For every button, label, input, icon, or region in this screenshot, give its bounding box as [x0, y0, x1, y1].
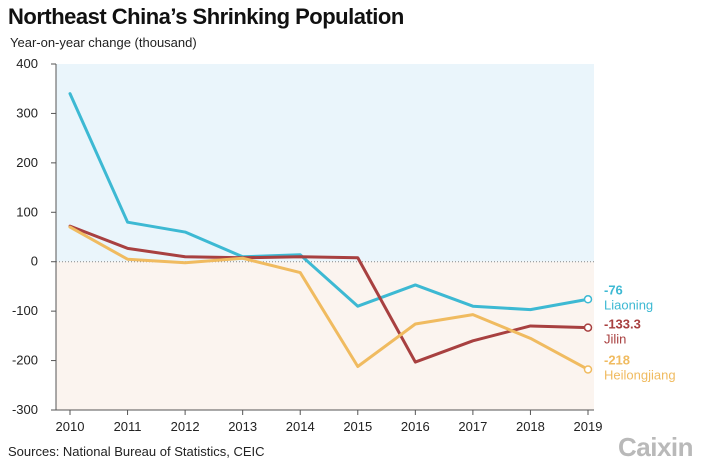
series-end-marker-jilin	[583, 323, 593, 332]
y-tick-label: 300	[16, 105, 38, 120]
x-tick-label: 2019	[574, 419, 603, 434]
x-tick-label: 2012	[171, 419, 200, 434]
caixin-logo: Caixin	[618, 432, 694, 462]
series-name-jilin: Jilin	[604, 331, 626, 346]
source-note: Sources: National Bureau of Statistics, …	[8, 444, 265, 459]
x-tick-label: 2011	[114, 419, 142, 434]
chart-subtitle: Year-on-year change (thousand)	[10, 35, 197, 50]
x-tick-label: 2016	[401, 419, 430, 434]
y-tick-label: -300	[12, 402, 38, 417]
x-tick-label: 2010	[56, 419, 85, 434]
x-tick-label: 2014	[286, 419, 315, 434]
series-line-jilin	[68, 224, 590, 364]
negative-band	[56, 261, 594, 410]
end-value-liaoning: -76	[604, 282, 623, 297]
y-tick-label: -200	[12, 353, 38, 368]
chart-title: Northeast China’s Shrinking Population	[8, 4, 404, 29]
y-tick-label: -100	[12, 303, 38, 318]
y-tick-label: 400	[16, 56, 38, 71]
plot-background	[56, 64, 594, 410]
y-tick-label: 200	[16, 155, 38, 170]
y-tick-label: 100	[16, 204, 38, 219]
series-line-liaoning	[68, 92, 590, 312]
y-tick-label: 0	[31, 254, 38, 269]
series-end-marker-liaoning	[583, 295, 593, 304]
series-lines	[68, 92, 593, 374]
x-tick-label: 2017	[458, 419, 487, 434]
series-name-liaoning: Liaoning	[604, 297, 653, 312]
series-name-heilongjiang: Heilongjiang	[604, 367, 676, 382]
positive-band	[56, 64, 594, 262]
x-tick-label: 2015	[343, 419, 372, 434]
x-tick-label: 2018	[516, 419, 545, 434]
series-end-marker-heilongjiang	[583, 365, 593, 374]
end-value-jilin: -133.3	[604, 316, 641, 331]
end-value-heilongjiang: -218	[604, 352, 630, 367]
series-line-heilongjiang	[68, 225, 590, 371]
axes: 400 300 200 100 0 -100 -200 -300 2010 2011 2012 201…	[12, 56, 602, 434]
x-tick-label: 2013	[228, 419, 257, 434]
